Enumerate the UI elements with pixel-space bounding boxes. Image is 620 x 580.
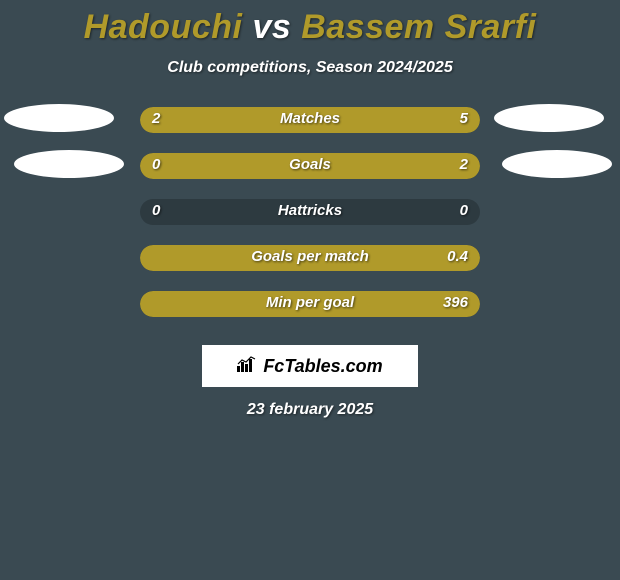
player-ellipse-left xyxy=(14,150,124,178)
value-right: 0 xyxy=(460,202,468,219)
value-right: 0.4 xyxy=(447,248,468,265)
metric-rows: 25Matches02Goals00Hattricks0.4Goals per … xyxy=(0,107,620,337)
value-right: 396 xyxy=(443,294,468,311)
metric-row: 0.4Goals per match xyxy=(0,245,620,291)
bar-track xyxy=(140,199,480,225)
value-left: 0 xyxy=(152,156,160,173)
player-ellipse-left xyxy=(4,104,114,132)
bar-right xyxy=(140,291,480,317)
value-right: 5 xyxy=(460,110,468,127)
value-left: 2 xyxy=(152,110,160,127)
bar-right xyxy=(140,153,480,179)
value-left: 0 xyxy=(152,202,160,219)
metric-row: 00Hattricks xyxy=(0,199,620,245)
metric-row: 02Goals xyxy=(0,153,620,199)
subtitle: Club competitions, Season 2024/2025 xyxy=(0,59,620,77)
bar-track xyxy=(140,153,480,179)
bar-track xyxy=(140,291,480,317)
vs-text: vs xyxy=(252,8,291,46)
date: 23 february 2025 xyxy=(0,401,620,419)
metric-row: 396Min per goal xyxy=(0,291,620,337)
bar-track xyxy=(140,107,480,133)
bar-track xyxy=(140,245,480,271)
bar-right xyxy=(140,245,480,271)
logo-box: FcTables.com xyxy=(202,345,418,387)
logo-text: FcTables.com xyxy=(263,356,382,377)
chart-icon xyxy=(237,356,257,377)
player1-name: Hadouchi xyxy=(84,8,243,46)
logo: FcTables.com xyxy=(237,356,382,377)
metric-row: 25Matches xyxy=(0,107,620,153)
player2-name: Bassem Srarfi xyxy=(301,8,536,46)
player-ellipse-right xyxy=(494,104,604,132)
player-ellipse-right xyxy=(502,150,612,178)
bar-right xyxy=(237,107,480,133)
value-right: 2 xyxy=(460,156,468,173)
comparison-infographic: Hadouchi vs Bassem Srarfi Club competiti… xyxy=(0,0,620,419)
page-title: Hadouchi vs Bassem Srarfi xyxy=(0,8,620,47)
